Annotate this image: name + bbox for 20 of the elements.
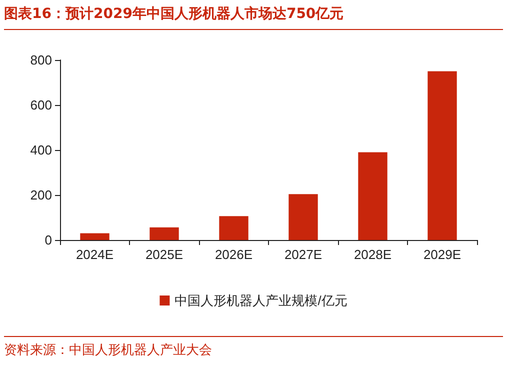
- legend-label: 中国人形机器人产业规模/亿元: [174, 293, 348, 308]
- bar: [219, 216, 248, 240]
- x-tick-label: 2028E: [354, 247, 392, 262]
- bar: [80, 233, 110, 240]
- bar: [288, 194, 318, 240]
- x-tick-label: 2029E: [423, 247, 462, 262]
- y-tick-label: 600: [30, 98, 52, 112]
- y-tick-label: 800: [30, 52, 52, 68]
- x-tick-label: 2025E: [145, 247, 184, 262]
- x-tick-label: 2024E: [76, 247, 114, 262]
- x-tick-label: 2027E: [284, 247, 322, 262]
- y-tick-label: 400: [30, 142, 52, 158]
- y-tick-label: 0: [44, 232, 52, 248]
- bar: [150, 227, 179, 240]
- x-tick-label: 2026E: [214, 247, 253, 262]
- chart-title: 图表16：预计2029年中国人形机器人市场达750亿元: [4, 5, 503, 30]
- bar: [428, 71, 457, 240]
- bar: [358, 152, 388, 240]
- y-tick-label: 200: [30, 188, 52, 202]
- text: 资料来源：中国人形机器人产业大会: [4, 336, 503, 361]
